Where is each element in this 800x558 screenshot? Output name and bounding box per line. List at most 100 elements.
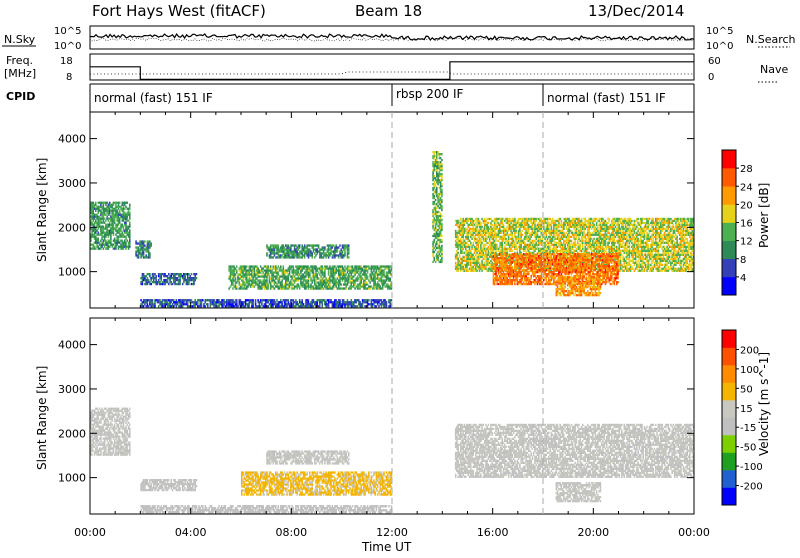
power-cell	[127, 218, 129, 220]
power-cell	[514, 220, 516, 222]
power-cell	[546, 232, 548, 234]
power-cell	[556, 248, 558, 250]
power-cell	[441, 201, 443, 203]
power-cell	[474, 240, 476, 242]
power-cell	[281, 283, 283, 285]
power-cell	[557, 246, 559, 248]
power-cell	[549, 218, 551, 220]
power-cell	[546, 244, 548, 246]
power-cell	[129, 222, 131, 224]
power-cell	[351, 299, 353, 301]
power-cell	[246, 265, 248, 267]
power-cell	[168, 273, 170, 275]
power-cell	[111, 206, 113, 208]
power-cell	[295, 299, 297, 301]
power-cell	[518, 220, 520, 222]
power-cell	[470, 252, 472, 254]
power-cell	[348, 250, 350, 252]
power-cell	[524, 248, 526, 250]
power-cell	[118, 238, 120, 240]
power-cell	[562, 238, 564, 240]
power-cell	[122, 232, 124, 234]
power-cell	[474, 220, 476, 222]
power-cell	[480, 228, 482, 230]
power-cell	[439, 211, 441, 213]
power-cell	[337, 248, 339, 250]
power-cell	[354, 281, 356, 283]
power-cell	[294, 275, 296, 277]
power-cell	[267, 265, 269, 267]
power-cell	[466, 242, 468, 244]
power-cell	[338, 285, 340, 287]
power-cell	[179, 277, 181, 279]
power-cell	[495, 232, 497, 234]
power-cell	[563, 232, 565, 234]
power-cell	[507, 250, 509, 252]
power-cell	[468, 244, 470, 246]
power-cell	[457, 258, 459, 260]
power-cell	[288, 244, 290, 246]
power-cell	[564, 246, 566, 248]
power-cell	[161, 279, 163, 281]
power-cell	[109, 212, 111, 214]
power-cell	[118, 208, 120, 210]
power-cell	[515, 230, 517, 232]
power-cell	[308, 281, 310, 283]
power-cell	[548, 226, 550, 228]
power-cell	[312, 254, 314, 256]
nsky-trace	[90, 34, 694, 40]
power-cell	[436, 243, 438, 245]
power-cell	[189, 275, 191, 277]
power-cell	[118, 204, 120, 206]
power-cell	[194, 299, 196, 301]
nave-tick-top: 60	[708, 56, 721, 67]
power-cell	[498, 240, 500, 242]
power-cell	[95, 236, 97, 238]
power-cell	[383, 271, 385, 273]
power-cell	[149, 275, 151, 277]
power-cell	[432, 171, 434, 173]
power-cell	[240, 299, 242, 301]
power-cell	[377, 265, 379, 267]
power-cell	[536, 238, 538, 240]
power-cell	[239, 281, 241, 283]
power-cell	[377, 303, 379, 305]
power-cell	[109, 208, 111, 210]
power-cell	[471, 218, 473, 220]
power-cell	[337, 277, 339, 279]
power-cell	[529, 244, 531, 246]
power-cell	[352, 277, 354, 279]
power-cell	[552, 218, 554, 220]
power-cell	[505, 238, 507, 240]
power-cell	[239, 279, 241, 281]
power-cell	[306, 246, 308, 248]
power-cell	[161, 277, 163, 279]
power-cell	[103, 226, 105, 228]
power-cell	[127, 216, 129, 218]
power-cell	[547, 240, 549, 242]
power-cell	[116, 244, 118, 246]
power-cell	[320, 275, 322, 277]
power-cell	[291, 285, 293, 287]
power-cell	[254, 269, 256, 271]
power-cell	[116, 226, 118, 228]
power-cell	[285, 301, 287, 303]
power-cell	[283, 265, 285, 267]
power-cell	[481, 234, 483, 236]
power-cell	[274, 248, 276, 250]
power-cell	[552, 238, 554, 240]
power-cell	[129, 216, 131, 218]
power-cell	[339, 279, 341, 281]
power-cell	[176, 299, 178, 301]
power-cell	[435, 177, 437, 179]
power-cell	[193, 281, 195, 283]
power-cell	[123, 220, 125, 222]
power-cell	[142, 281, 144, 283]
power-cell	[441, 239, 443, 241]
power-cell	[382, 287, 384, 289]
power-cell	[541, 218, 543, 220]
power-cell	[177, 303, 179, 305]
power-cell	[288, 275, 290, 277]
power-cell	[437, 183, 439, 185]
power-cell	[468, 236, 470, 238]
